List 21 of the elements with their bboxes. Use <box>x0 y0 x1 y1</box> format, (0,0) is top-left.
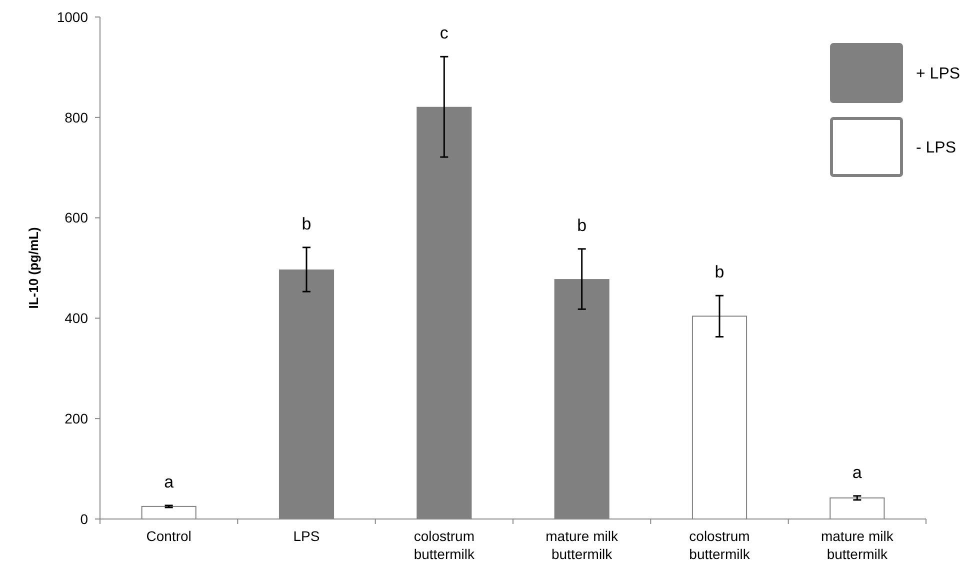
text: - LPS <box>916 140 956 157</box>
annotation: c <box>440 24 449 43</box>
y-axis-title: IL-10 (pg/mL) <box>26 227 41 309</box>
text: + LPS <box>916 66 960 83</box>
y-tick-label: 400 <box>64 310 88 326</box>
x-tick-label: colostrum buttermilk <box>414 528 476 562</box>
annotation: a <box>852 462 862 482</box>
x-tick-label: mature milk buttermilk <box>820 528 894 562</box>
annotation: b <box>714 262 724 282</box>
y-tick-label: 200 <box>64 410 88 426</box>
annotation: b <box>302 214 312 234</box>
annotation: b <box>577 216 587 235</box>
x-tick-label: colostrum buttermilk <box>689 528 751 562</box>
y-tick-label: 1000 <box>56 8 88 25</box>
x-tick-label: mature milk buttermilk <box>546 528 619 562</box>
x-tick-label: LPS <box>293 528 320 544</box>
x-tick-label: Control <box>146 528 192 544</box>
y-tick-label: 800 <box>64 109 88 126</box>
y-tick-label: 600 <box>64 210 88 226</box>
annotation: a <box>164 472 174 492</box>
y-tick-label: 0 <box>80 510 88 527</box>
